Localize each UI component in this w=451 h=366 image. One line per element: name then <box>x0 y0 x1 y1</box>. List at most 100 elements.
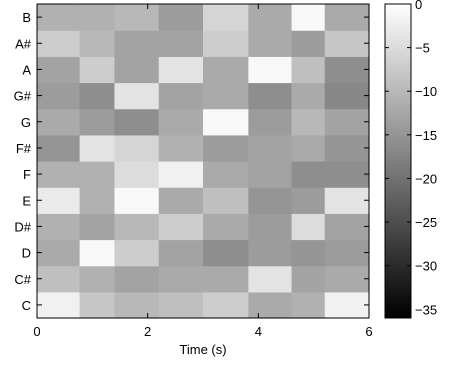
heatmap-cell <box>248 161 293 188</box>
y-tick-label: D# <box>14 219 31 234</box>
heatmap-cell <box>203 291 249 319</box>
x-tick-label: 0 <box>33 324 40 339</box>
heatmap-cell <box>37 291 81 319</box>
x-tick-label: 2 <box>144 324 151 339</box>
heatmap-cell <box>203 265 249 293</box>
heatmap-cell <box>248 30 293 57</box>
y-tick-label: E <box>22 193 31 208</box>
heatmap-cell <box>37 108 81 136</box>
heatmap-cell <box>248 265 293 293</box>
y-tick-label: C# <box>14 272 31 287</box>
heatmap-cells <box>37 4 370 319</box>
heatmap-cell <box>114 239 160 267</box>
y-tick-label: F <box>23 167 31 182</box>
colorbar-tick-label: −35 <box>415 302 437 317</box>
heatmap-cell <box>79 265 116 293</box>
heatmap-cell <box>203 108 249 136</box>
axes: 0 2 4 6 C C# D D# EF F# G G# A A# B <box>14 4 373 339</box>
heatmap-cell <box>291 239 326 267</box>
heatmap-cell <box>79 161 116 188</box>
heatmap-cell <box>248 213 293 241</box>
heatmap-cell <box>248 82 293 110</box>
heatmap-cell <box>114 30 160 57</box>
heatmap-cell <box>158 187 204 214</box>
heatmap-cell <box>158 213 204 241</box>
heatmap-cell <box>324 4 370 31</box>
heatmap-cell <box>324 30 370 57</box>
heatmap-cell <box>291 4 326 31</box>
colorbar-ticks: 0 −5 −10 −15 −20 −25 −30 −35 <box>385 0 437 317</box>
heatmap-cell <box>79 108 116 136</box>
heatmap-cell <box>291 108 326 136</box>
heatmap-cell <box>79 239 116 267</box>
heatmap-cell <box>79 213 116 241</box>
colorbar-tick-label: −5 <box>415 41 430 56</box>
heatmap-cell <box>37 134 81 162</box>
heatmap-cell <box>291 291 326 319</box>
y-tick-label: A <box>22 62 31 77</box>
heatmap-cell <box>37 82 81 110</box>
heatmap-cell <box>291 30 326 57</box>
heatmap-cell <box>248 291 293 319</box>
heatmap-cell <box>291 187 326 214</box>
heatmap-cell <box>291 265 326 293</box>
heatmap-cell <box>114 265 160 293</box>
heatmap-cell <box>158 161 204 188</box>
heatmap-cell <box>158 82 204 110</box>
heatmap-cell <box>114 108 160 136</box>
y-tick-label: F# <box>16 141 32 156</box>
heatmap-cell <box>114 187 160 214</box>
heatmap-cell <box>203 56 249 84</box>
heatmap-cell <box>158 265 204 293</box>
y-tick-label: B <box>22 10 31 25</box>
heatmap-cell <box>324 213 370 241</box>
heatmap-cell <box>324 108 370 136</box>
y-tick-label: D <box>22 246 31 261</box>
heatmap-cell <box>291 134 326 162</box>
heatmap-cell <box>324 239 370 267</box>
heatmap-cell <box>248 56 293 84</box>
heatmap-cell <box>203 134 249 162</box>
heatmap-cell <box>79 187 116 214</box>
heatmap-cell <box>37 30 81 57</box>
heatmap-cell <box>158 108 204 136</box>
x-tick-label: 4 <box>255 324 262 339</box>
heatmap-cell <box>114 4 160 31</box>
heatmap-cell <box>324 291 370 319</box>
heatmap-cell <box>114 82 160 110</box>
colorbar-tick-label: −10 <box>415 84 437 99</box>
x-axis-label: Time (s) <box>179 342 226 357</box>
heatmap-cell <box>79 134 116 162</box>
heatmap-cell <box>37 187 81 214</box>
heatmap-cell <box>324 187 370 214</box>
y-tick-label: G <box>21 115 31 130</box>
heatmap-cell <box>158 291 204 319</box>
heatmap-cell <box>203 213 249 241</box>
heatmap-cell <box>79 82 116 110</box>
heatmap-cell <box>37 213 81 241</box>
heatmap-cell <box>37 4 81 31</box>
heatmap-cell <box>114 213 160 241</box>
heatmap-cell <box>248 134 293 162</box>
heatmap-cell <box>203 82 249 110</box>
heatmap-cell <box>114 56 160 84</box>
heatmap-cell <box>79 56 116 84</box>
heatmap-cell <box>114 134 160 162</box>
heatmap-cell <box>37 239 81 267</box>
heatmap-cell <box>158 56 204 84</box>
heatmap-cell <box>324 161 370 188</box>
heatmap-cell <box>114 291 160 319</box>
heatmap-cell <box>324 56 370 84</box>
heatmap-cell <box>203 30 249 57</box>
heatmap-cell <box>291 161 326 188</box>
colorbar-tick-label: −25 <box>415 215 437 230</box>
heatmap-cell <box>158 239 204 267</box>
plot-frame <box>36 3 370 319</box>
colorbar <box>384 3 412 319</box>
heatmap-cell <box>158 30 204 57</box>
colorbar-tick-label: −30 <box>415 259 437 274</box>
heatmap-cell <box>291 56 326 84</box>
colorbar-tick-label: −20 <box>415 171 437 186</box>
colorbar-tick-label: 0 <box>415 0 422 12</box>
